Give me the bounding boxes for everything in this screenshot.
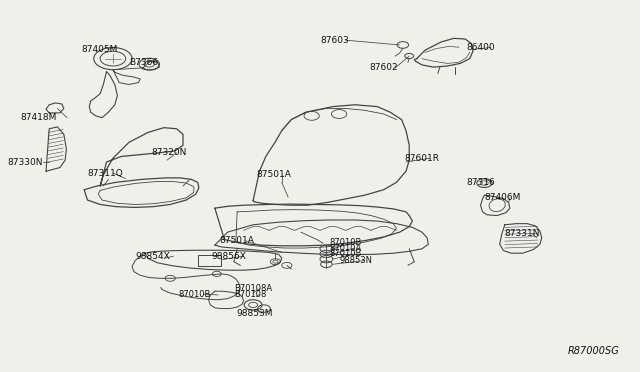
Text: 87331N: 87331N [505, 229, 540, 238]
Text: B70108A: B70108A [234, 284, 272, 293]
Text: 87010B: 87010B [329, 250, 362, 259]
Text: 87010B: 87010B [178, 290, 211, 299]
Text: R87000SG: R87000SG [568, 346, 620, 356]
Text: 87311Q: 87311Q [88, 169, 123, 177]
Text: 87405M: 87405M [81, 45, 117, 54]
Text: 87010B: 87010B [329, 238, 362, 247]
Text: 87603: 87603 [320, 36, 349, 45]
Text: 87406M: 87406M [484, 193, 521, 202]
Text: 87330N: 87330N [8, 157, 44, 167]
Text: 87316: 87316 [467, 178, 495, 187]
Text: 86400: 86400 [467, 43, 495, 52]
Text: 98853N: 98853N [339, 256, 372, 265]
Text: B7366: B7366 [129, 58, 158, 67]
Text: 87010A: 87010A [329, 244, 361, 253]
Text: 98853M: 98853M [236, 309, 273, 318]
Text: 87320N: 87320N [151, 148, 186, 157]
Text: 87602: 87602 [370, 63, 398, 72]
Text: 87501A: 87501A [256, 170, 291, 179]
Text: 87418M: 87418M [20, 113, 57, 122]
Text: 87501A: 87501A [220, 236, 254, 245]
Text: 98854X: 98854X [135, 251, 170, 261]
Text: 87601R: 87601R [404, 154, 439, 163]
Text: B70108: B70108 [234, 290, 266, 299]
Text: 98856X: 98856X [212, 251, 246, 261]
